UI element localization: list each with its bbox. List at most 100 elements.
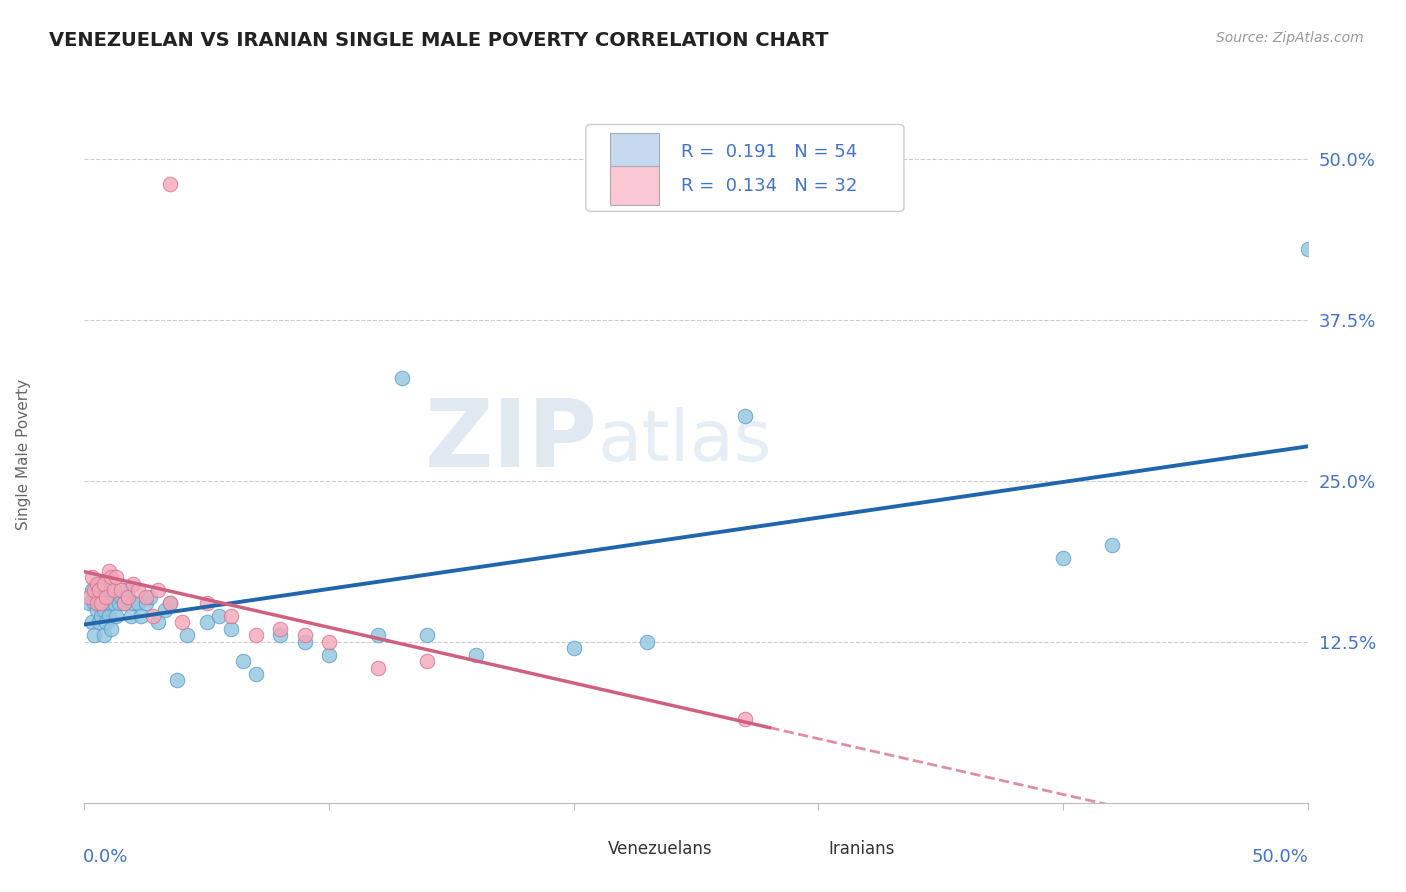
Point: [135, 596, 157, 610]
Point: [318, 634, 340, 648]
Point: [1101, 538, 1123, 552]
Point: [464, 648, 486, 662]
Point: [1296, 242, 1319, 256]
Text: Single Male Poverty: Single Male Poverty: [15, 379, 31, 531]
Point: [122, 576, 145, 591]
Point: [86, 602, 108, 616]
Point: [127, 583, 149, 598]
Text: 50.0%: 50.0%: [1251, 848, 1309, 866]
Point: [80, 570, 103, 584]
Point: [294, 628, 316, 642]
Point: [90, 596, 112, 610]
Point: [416, 628, 439, 642]
Point: [127, 596, 149, 610]
Point: [117, 590, 139, 604]
Point: [103, 583, 125, 598]
Point: [146, 583, 169, 598]
Text: VENEZUELAN VS IRANIAN SINGLE MALE POVERTY CORRELATION CHART: VENEZUELAN VS IRANIAN SINGLE MALE POVERT…: [49, 31, 828, 50]
Point: [107, 596, 129, 610]
Text: Source: ZipAtlas.com: Source: ZipAtlas.com: [1216, 31, 1364, 45]
Point: [86, 576, 108, 591]
Text: Venezuelans: Venezuelans: [607, 839, 713, 858]
Point: [166, 673, 188, 688]
FancyBboxPatch shape: [610, 167, 659, 204]
Point: [208, 609, 231, 624]
Point: [734, 712, 756, 726]
FancyBboxPatch shape: [586, 124, 904, 211]
Point: [112, 596, 135, 610]
Point: [77, 590, 100, 604]
Point: [195, 615, 218, 630]
Point: [159, 178, 181, 192]
Point: [105, 609, 128, 624]
Point: [87, 583, 110, 598]
Point: [96, 596, 118, 610]
Point: [269, 622, 291, 636]
Point: [87, 576, 110, 591]
Point: [195, 596, 218, 610]
Point: [367, 628, 389, 642]
Point: [96, 615, 118, 630]
Point: [120, 609, 142, 624]
Point: [83, 628, 105, 642]
Point: [367, 660, 389, 674]
Point: [100, 622, 122, 636]
Point: [103, 596, 125, 610]
Point: [86, 596, 108, 610]
Point: [122, 596, 145, 610]
Point: [93, 602, 115, 616]
Point: [80, 583, 103, 598]
Point: [90, 596, 112, 610]
Point: [97, 564, 120, 578]
Point: [1052, 551, 1074, 566]
Point: [245, 667, 267, 681]
Point: [110, 583, 132, 598]
Point: [636, 634, 658, 648]
Point: [219, 609, 242, 624]
Point: [146, 615, 169, 630]
Point: [110, 590, 132, 604]
Text: R =  0.191   N = 54: R = 0.191 N = 54: [682, 143, 858, 161]
Point: [416, 654, 439, 668]
Point: [734, 409, 756, 424]
Point: [97, 583, 120, 598]
Point: [245, 628, 267, 642]
Point: [112, 596, 135, 610]
Point: [294, 634, 316, 648]
Point: [176, 628, 198, 642]
Point: [562, 641, 585, 656]
Text: 0.0%: 0.0%: [83, 848, 128, 866]
Point: [90, 609, 112, 624]
Text: atlas: atlas: [598, 407, 772, 475]
Point: [77, 596, 100, 610]
Point: [87, 615, 110, 630]
Point: [139, 590, 162, 604]
Point: [105, 570, 128, 584]
Point: [100, 570, 122, 584]
Point: [80, 615, 103, 630]
Point: [318, 648, 340, 662]
Point: [96, 590, 118, 604]
Point: [117, 590, 139, 604]
Point: [86, 583, 108, 598]
Point: [219, 622, 242, 636]
Point: [83, 596, 105, 610]
Point: [83, 583, 105, 598]
Point: [269, 628, 291, 642]
Point: [159, 596, 181, 610]
Point: [159, 596, 181, 610]
Point: [172, 615, 194, 630]
Point: [93, 590, 115, 604]
Text: Iranians: Iranians: [828, 839, 894, 858]
Point: [129, 609, 152, 624]
Point: [142, 609, 165, 624]
Point: [93, 628, 115, 642]
FancyBboxPatch shape: [776, 836, 823, 862]
Text: R =  0.134   N = 32: R = 0.134 N = 32: [682, 177, 858, 194]
Point: [100, 596, 122, 610]
Point: [391, 370, 413, 384]
FancyBboxPatch shape: [610, 133, 659, 171]
Point: [135, 590, 157, 604]
FancyBboxPatch shape: [555, 836, 602, 862]
Point: [87, 596, 110, 610]
